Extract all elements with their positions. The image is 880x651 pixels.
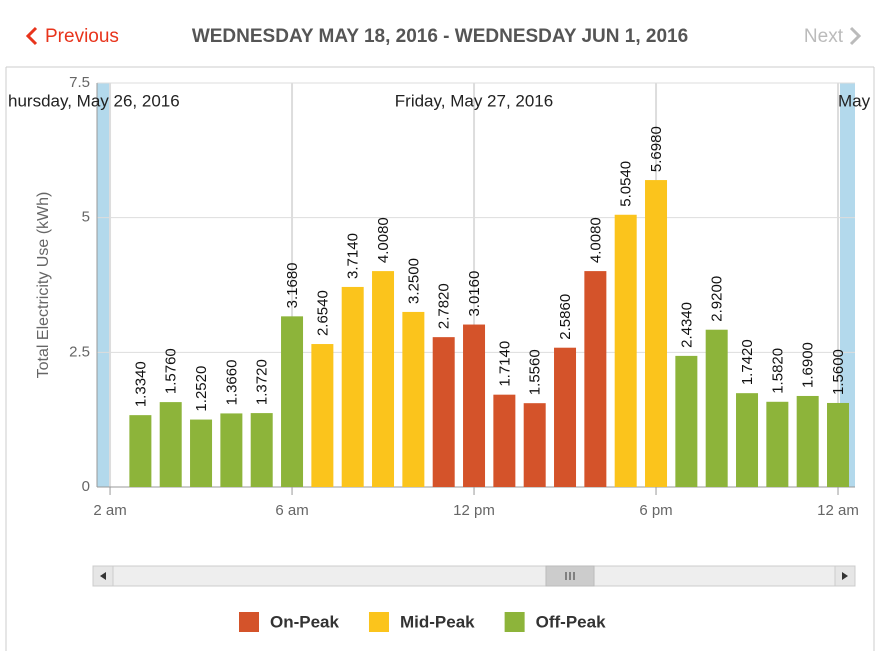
bar xyxy=(250,413,273,487)
data-label: 2.5860 xyxy=(557,294,574,340)
bar xyxy=(402,311,425,487)
scroll-right-arrow xyxy=(842,572,848,580)
data-label: 1.5820 xyxy=(769,348,786,394)
scrollbar-track[interactable] xyxy=(92,565,856,587)
x-tick-label: 12 am xyxy=(817,502,859,519)
data-label: 1.3720 xyxy=(254,359,271,405)
bar xyxy=(463,324,486,487)
x-tick-label: 2 am xyxy=(93,502,126,519)
day-boundary-band xyxy=(840,83,855,487)
y-tick-label: 2.5 xyxy=(69,343,90,360)
bar xyxy=(311,344,334,487)
data-label: 1.5560 xyxy=(527,349,544,395)
data-label: 2.9200 xyxy=(709,276,726,322)
legend-swatch xyxy=(239,612,259,632)
bar xyxy=(432,337,455,487)
bar xyxy=(159,402,182,487)
data-label: 5.6980 xyxy=(648,126,665,172)
data-label: 1.5600 xyxy=(830,349,847,395)
x-tick-label: 6 am xyxy=(275,502,308,519)
data-label: 5.0540 xyxy=(618,161,635,207)
bar xyxy=(584,271,607,487)
next-arrow[interactable] xyxy=(849,26,862,46)
bar xyxy=(523,403,546,487)
legend-label: Mid-Peak xyxy=(400,612,475,631)
data-label: 1.7140 xyxy=(496,341,513,387)
data-label: 4.0080 xyxy=(375,217,392,263)
data-label: 1.6900 xyxy=(800,342,817,388)
legend-swatch xyxy=(504,612,525,632)
bar xyxy=(281,316,304,487)
data-label: 1.2520 xyxy=(193,366,210,412)
day-boundary-band xyxy=(97,83,110,487)
day-label: hursday, May 26, 2016 xyxy=(8,91,180,110)
data-label: 2.6540 xyxy=(314,290,331,336)
data-label: 1.7420 xyxy=(739,339,756,385)
data-label: 2.4340 xyxy=(678,302,695,348)
bar xyxy=(705,329,728,487)
data-label: 1.5760 xyxy=(163,348,180,394)
bar xyxy=(220,413,243,487)
day-label: Friday, May 27, 2016 xyxy=(395,91,553,110)
bar xyxy=(614,214,637,487)
legend-label: On-Peak xyxy=(270,612,340,631)
data-label: 3.2500 xyxy=(405,258,422,304)
legend-swatch xyxy=(368,612,389,632)
bar xyxy=(827,402,850,487)
data-label: 3.7140 xyxy=(345,233,362,279)
bar xyxy=(645,180,668,487)
x-tick-label: 6 pm xyxy=(639,502,672,519)
date-range-title: WEDNESDAY MAY 18, 2016 - WEDNESDAY JUN 1… xyxy=(192,26,688,47)
bar xyxy=(554,347,577,487)
y-tick-label: 5 xyxy=(82,209,90,226)
scroll-left-arrow xyxy=(100,572,106,580)
y-tick-label: 7.5 xyxy=(69,74,90,91)
bar xyxy=(372,271,395,487)
next-button[interactable]: Next xyxy=(804,26,844,47)
previous-button[interactable]: Previous xyxy=(45,26,119,47)
data-label: 1.3340 xyxy=(132,361,149,407)
previous-arrow[interactable] xyxy=(25,26,38,46)
bar xyxy=(766,401,789,487)
bar xyxy=(736,393,759,487)
legend-label: Off-Peak xyxy=(536,612,606,631)
data-label: 2.7820 xyxy=(436,283,453,329)
bar xyxy=(341,286,364,487)
day-label: May xyxy=(838,91,871,110)
data-label: 1.3660 xyxy=(223,360,240,406)
bar xyxy=(190,419,213,487)
bar xyxy=(129,415,152,487)
bar xyxy=(493,394,516,487)
y-axis-label: Total Electricity Use (kWh) xyxy=(35,192,52,379)
bar xyxy=(675,355,698,487)
bar xyxy=(796,395,819,487)
thumb-grip xyxy=(565,572,575,580)
data-label: 4.0080 xyxy=(587,217,604,263)
data-label: 3.1680 xyxy=(284,262,301,308)
x-tick-label: 12 pm xyxy=(453,502,495,519)
y-tick-label: 0 xyxy=(82,478,90,495)
data-label: 3.0160 xyxy=(466,271,483,317)
